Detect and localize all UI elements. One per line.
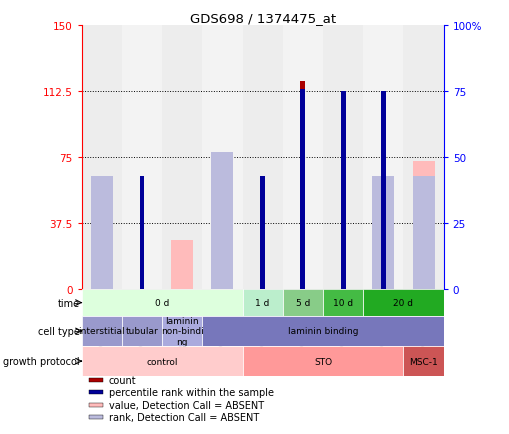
Bar	[362, 26, 403, 290]
Bar	[282, 26, 322, 290]
Bar	[340, 135, 345, 290]
Text: 0 d: 0 d	[155, 299, 169, 307]
Bar	[81, 290, 242, 316]
Bar	[81, 316, 122, 346]
Bar	[91, 190, 112, 290]
Bar	[403, 26, 443, 290]
Text: value, Detection Call = ABSENT: value, Detection Call = ABSENT	[108, 400, 263, 410]
Bar	[202, 316, 443, 346]
Bar	[300, 82, 305, 290]
Text: 10 d: 10 d	[332, 299, 353, 307]
Text: MSC-1: MSC-1	[408, 357, 437, 366]
Text: count: count	[108, 375, 136, 385]
Title: GDS698 / 1374475_at: GDS698 / 1374475_at	[189, 12, 335, 25]
Bar	[122, 316, 162, 346]
Text: control: control	[146, 357, 178, 366]
Bar	[282, 290, 322, 316]
Bar	[322, 290, 362, 316]
Bar	[260, 176, 265, 290]
Bar	[211, 153, 233, 290]
Text: percentile rank within the sample: percentile rank within the sample	[108, 388, 273, 398]
Bar	[300, 89, 305, 290]
Bar	[322, 26, 362, 290]
Bar	[242, 26, 282, 290]
Bar	[242, 290, 282, 316]
Bar	[362, 290, 443, 316]
Text: rank, Detection Call = ABSENT: rank, Detection Call = ABSENT	[108, 412, 259, 422]
Bar	[81, 346, 242, 376]
Text: 20 d: 20 d	[393, 299, 413, 307]
Text: growth protocol: growth protocol	[3, 356, 79, 366]
Bar	[89, 403, 103, 407]
Bar	[340, 92, 345, 290]
Text: 1 d: 1 d	[255, 299, 269, 307]
Bar	[403, 346, 443, 376]
Text: 5 d: 5 d	[295, 299, 309, 307]
Text: cell type: cell type	[38, 326, 79, 336]
Bar	[89, 391, 103, 395]
Bar	[89, 415, 103, 419]
Text: laminin binding: laminin binding	[287, 327, 357, 335]
Bar	[81, 26, 122, 290]
Text: time: time	[58, 298, 79, 308]
Bar	[211, 198, 233, 290]
Bar	[139, 176, 144, 290]
Bar	[162, 26, 202, 290]
Text: tubular: tubular	[125, 327, 158, 335]
Bar	[89, 378, 103, 382]
Text: interstitial: interstitial	[78, 327, 125, 335]
Bar	[162, 316, 202, 346]
Bar	[412, 176, 434, 290]
Bar	[139, 198, 144, 290]
Bar	[242, 346, 403, 376]
Text: STO: STO	[314, 357, 331, 366]
Bar	[372, 176, 393, 290]
Bar	[412, 161, 434, 290]
Bar	[91, 176, 112, 290]
Bar	[122, 26, 162, 290]
Bar	[171, 240, 193, 290]
Bar	[202, 26, 242, 290]
Bar	[380, 92, 385, 290]
Bar	[380, 163, 385, 290]
Text: laminin
non-bindi
ng: laminin non-bindi ng	[160, 316, 203, 346]
